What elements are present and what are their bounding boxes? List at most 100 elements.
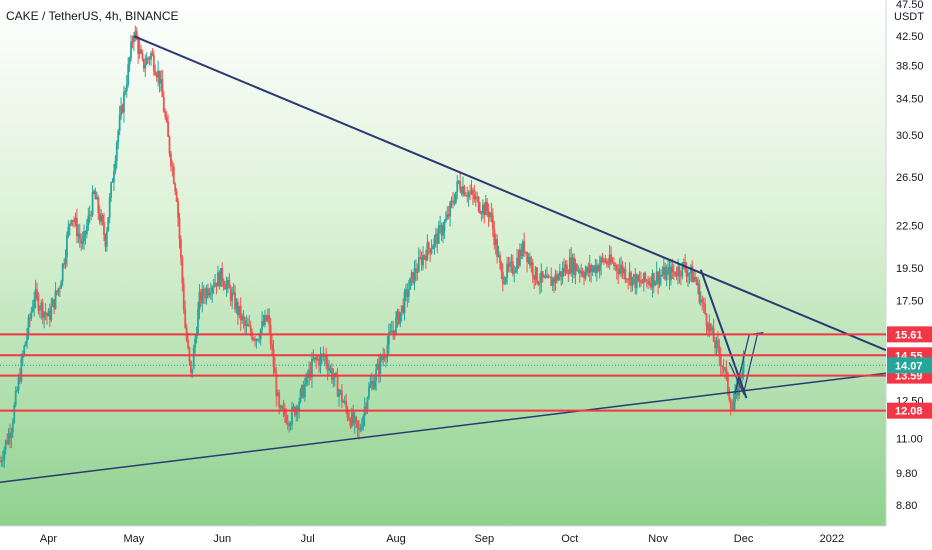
candle-body — [276, 392, 279, 397]
candle-body — [264, 315, 266, 325]
candle-body — [228, 280, 231, 289]
candle-body — [734, 390, 736, 403]
candle-body — [519, 249, 521, 266]
candle-body — [621, 264, 624, 274]
candle-body — [449, 202, 452, 217]
candle-body — [370, 381, 373, 385]
candle-body — [434, 233, 437, 238]
time-tick-label: Jul — [301, 533, 315, 545]
candle-body — [121, 105, 124, 113]
candle-body — [30, 311, 33, 319]
candle-body — [654, 281, 657, 286]
candle-body — [245, 323, 248, 326]
candle-body — [27, 317, 30, 336]
candle-body — [433, 237, 436, 247]
candle-body — [141, 53, 144, 59]
candle-body — [600, 257, 603, 266]
candle-body — [80, 238, 83, 244]
candle-body — [652, 273, 655, 286]
candle-body — [707, 325, 709, 332]
candle-body — [399, 312, 402, 324]
candle-body — [170, 153, 172, 167]
candle-body — [335, 373, 338, 376]
candle-body — [372, 381, 375, 389]
candle-body — [325, 355, 328, 364]
candle-body — [236, 301, 239, 315]
candle-body — [299, 389, 302, 403]
candle-body — [340, 390, 343, 403]
price-tick-label: 26.50 — [896, 172, 924, 184]
candle-body — [24, 341, 27, 346]
candle-body — [137, 39, 140, 54]
price-tick-label: 47.50 — [896, 0, 924, 11]
candle-body — [444, 218, 447, 222]
candle-body — [172, 166, 175, 184]
candle-body — [474, 196, 477, 200]
candle-body — [135, 31, 138, 40]
candle-body — [338, 391, 340, 397]
candle-body — [31, 307, 34, 312]
candle-body — [177, 201, 179, 218]
candle-body — [581, 271, 584, 276]
candle-body — [477, 197, 480, 211]
candle-body — [212, 286, 215, 288]
candle-body — [407, 289, 410, 297]
candle-body — [281, 405, 283, 409]
candle-body — [513, 272, 516, 274]
candle-body — [739, 377, 742, 378]
candle-body — [1, 459, 4, 462]
candle-body — [560, 271, 563, 278]
candle-body — [152, 55, 155, 72]
candle-body — [699, 299, 702, 303]
candle-body — [491, 215, 494, 229]
candle-body — [14, 390, 17, 406]
candle-body — [557, 276, 560, 281]
candle-body — [556, 274, 558, 281]
candle-body — [21, 354, 24, 359]
candle-body — [138, 49, 141, 54]
price-tick-label: 19.50 — [896, 263, 924, 275]
candle-body — [613, 262, 615, 267]
candle-body — [202, 289, 205, 296]
candle-body — [402, 305, 405, 314]
candle-body — [627, 279, 630, 281]
candle-body — [453, 202, 456, 204]
candle-body — [725, 368, 728, 373]
price-label-box — [887, 326, 932, 343]
candle-body — [148, 58, 151, 60]
candle-body — [285, 415, 288, 424]
candle-body — [368, 387, 370, 398]
candle-body — [728, 391, 731, 401]
candle-body — [98, 213, 101, 222]
candle-body — [670, 266, 672, 281]
candle-body — [594, 265, 597, 273]
candle-body — [390, 331, 393, 333]
candle-body — [550, 276, 553, 286]
candle-body — [585, 267, 588, 272]
candle-body — [501, 271, 504, 284]
chart-title: CAKE / TetherUS, 4h, BINANCE — [6, 9, 179, 23]
candle-body — [158, 70, 161, 84]
candle-body — [353, 416, 356, 424]
candle-body — [309, 369, 312, 378]
candle-body — [635, 275, 638, 289]
candle-body — [593, 265, 595, 269]
candle-body — [291, 407, 293, 425]
candle-body — [698, 283, 701, 303]
candle-body — [430, 249, 433, 254]
candle-body — [308, 369, 311, 378]
candle-body — [201, 289, 204, 304]
candle-body — [689, 266, 692, 274]
candle-body — [692, 276, 695, 283]
candle-body — [537, 282, 540, 285]
candle-body — [506, 263, 508, 279]
candle-body — [571, 257, 574, 274]
trendline — [133, 35, 886, 352]
candle-body — [366, 397, 369, 409]
candles-group — [0, 25, 745, 468]
candle-body — [34, 289, 37, 300]
candle-body — [134, 31, 137, 37]
candle-body — [231, 292, 234, 301]
